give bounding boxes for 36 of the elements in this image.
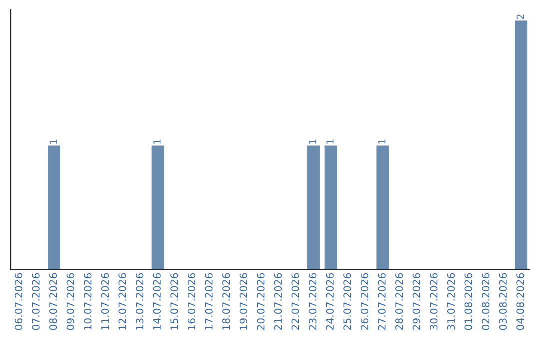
data-label: 1 <box>326 140 334 144</box>
x-tick-label: 18.07.2026 <box>222 273 230 330</box>
data-label: 1 <box>309 140 316 144</box>
data-label: 1 <box>378 140 386 144</box>
x-tick-label: 07.07.2026 <box>32 273 40 330</box>
x-tick-label: 04.08.2026 <box>516 273 524 330</box>
x-tick-label: 14.07.2026 <box>153 273 161 330</box>
x-tick-label: 03.08.2026 <box>499 273 507 330</box>
x-tick-label: 25.07.2026 <box>344 273 352 330</box>
data-label: 2 <box>516 14 524 20</box>
x-tick-label: 13.07.2026 <box>136 273 144 330</box>
x-tick-label: 15.07.2026 <box>170 273 178 330</box>
x-tick-label: 31.07.2026 <box>447 273 456 330</box>
x-tick-label: 27.07.2026 <box>378 273 386 330</box>
x-tick-label: 30.07.2026 <box>430 273 438 330</box>
x-tick-label: 06.07.2026 <box>14 273 23 330</box>
x-tick-label: 08.07.2026 <box>50 273 58 330</box>
x-tick-label: 21.07.2026 <box>274 273 282 330</box>
data-label: 1 <box>50 140 57 144</box>
x-tick-label: 26.07.2026 <box>360 273 369 330</box>
x-tick-label: 10.07.2026 <box>84 273 92 330</box>
x-tick-label: 12.07.2026 <box>118 273 126 330</box>
x-tick-label: 23.07.2026 <box>309 273 317 330</box>
x-tick-label: 17.07.2026 <box>205 273 213 330</box>
x-tick-label: 28.07.2026 <box>396 273 404 330</box>
x-tick-label: 09.07.2026 <box>66 273 74 330</box>
x-tick-label: 29.07.2026 <box>412 273 420 330</box>
x-tick-label: 02.08.2026 <box>482 273 490 330</box>
x-tick-label: 16.07.2026 <box>188 273 196 330</box>
data-label: 1 <box>154 140 161 144</box>
x-tick-label: 20.07.2026 <box>257 273 265 330</box>
x-tick-label: 19.07.2026 <box>240 273 248 330</box>
x-tick-label: 22.07.2026 <box>292 273 300 330</box>
x-tick-label: 01.08.2026 <box>464 273 472 330</box>
x-tick-label: 11.07.2026 <box>101 273 110 330</box>
x-tick-label: 24.07.2026 <box>326 273 334 330</box>
